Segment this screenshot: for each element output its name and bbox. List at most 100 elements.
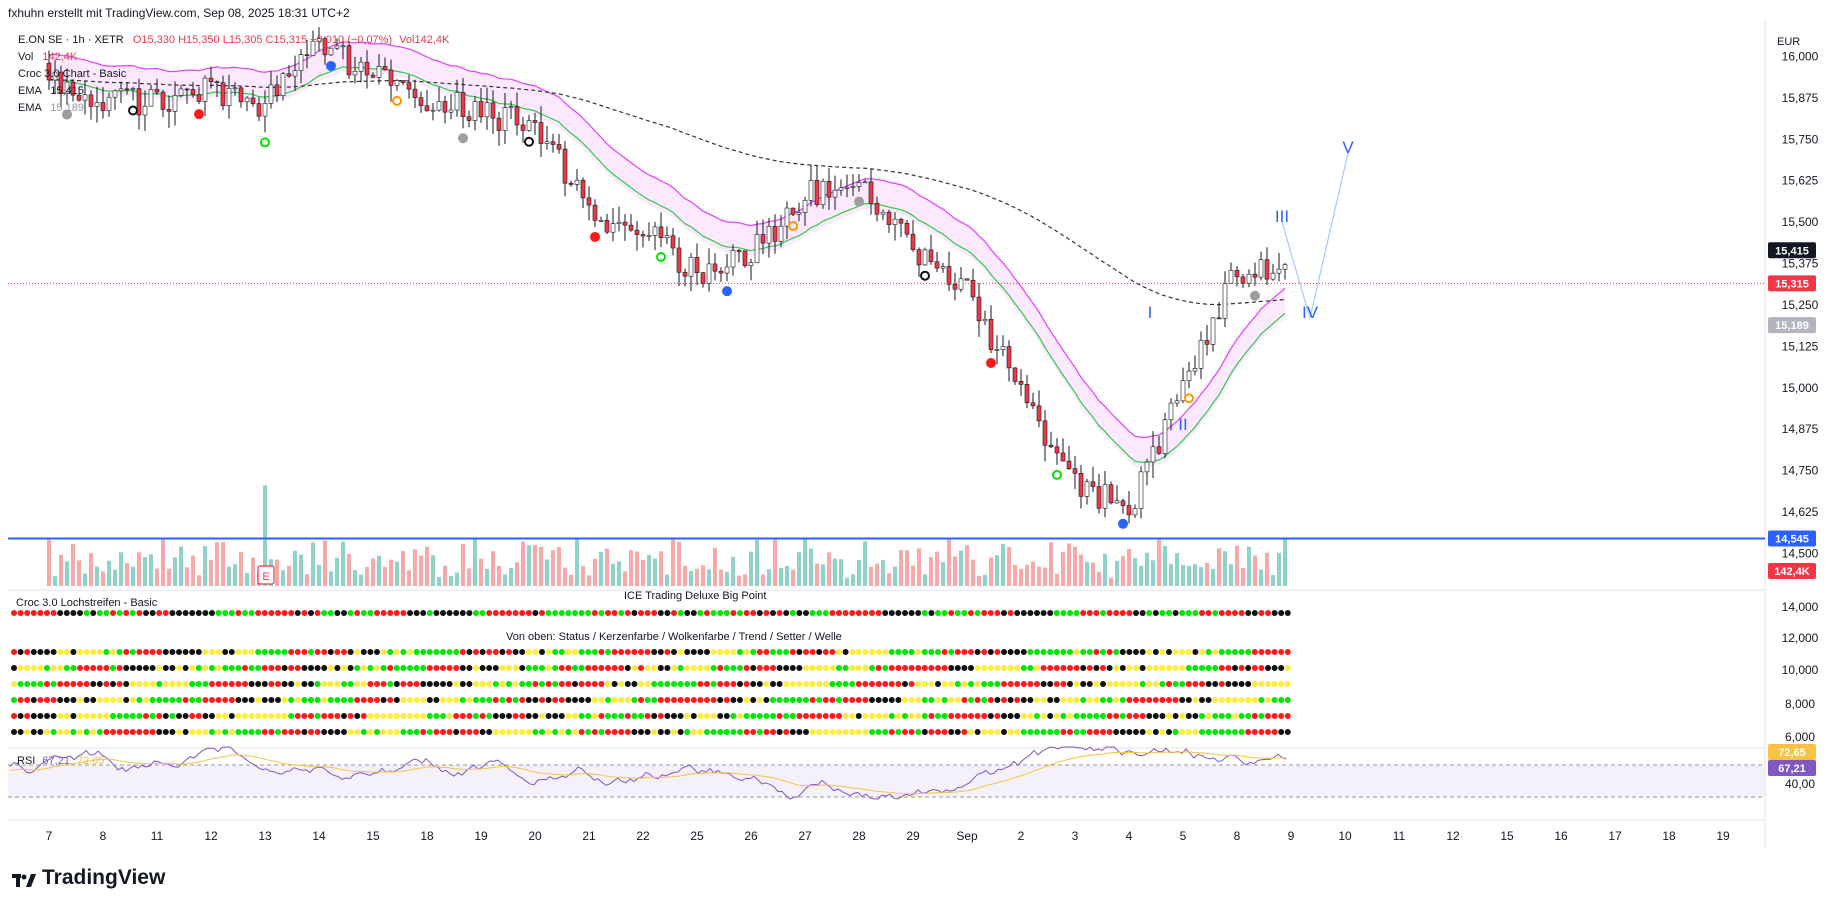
lochstreifen-dot [420,713,427,719]
lochstreifen-dot [1245,649,1252,655]
lochstreifen-dot [935,681,941,687]
von-oben-title[interactable]: Von oben: Status / Kerzenfarbe / Wolkenf… [506,631,842,643]
volume-bar [1145,552,1149,586]
candle-up [244,97,250,103]
legend-volume-row[interactable]: Vol 142,4K [18,49,77,66]
lochstreifen-dot [387,729,394,735]
lochstreifen-dot [770,681,776,687]
currency-label[interactable]: EUR [1777,36,1801,48]
lochstreifen-dot [182,713,189,719]
lochstreifen-dot [941,697,948,703]
lochstreifen-dot [288,681,295,687]
rsi-tag-text: 67,21 [1778,763,1806,775]
ema-fast-tag-text: 15,415 [1775,245,1809,257]
lochstreifen-dot [598,665,605,671]
lochstreifen-dot [1080,681,1087,687]
volume-bar [521,541,525,586]
candle-up [616,221,622,224]
lochstreifen-dot [816,681,823,687]
tradingview-logo[interactable]: TradingView [12,866,165,890]
lochstreifen-dot [129,681,136,687]
lochstreifen-dot [129,649,136,655]
lochstreifen-dot [314,665,321,671]
lochstreifen-dot [360,681,367,687]
lochstreifen-dot [532,665,539,671]
lochstreifen-dot [862,665,869,671]
bigpoint-title[interactable]: ICE Trading Deluxe Big Point [624,590,767,602]
signal-marker [1052,469,1062,480]
lochstreifen-dot [268,610,275,616]
lochstreifen-dot [836,729,842,735]
lochstreifen-dot [1199,649,1205,655]
lochstreifen-dot [354,649,361,655]
lochstreifen-dot [506,610,512,616]
lochstreifen-dot [855,610,862,616]
lochstreifen-dot [446,729,453,735]
lochstreifen-dot [195,681,202,687]
lochstreifen-dot [156,697,163,703]
lochstreifen-dot [228,665,235,671]
lochstreifen-dot [321,729,328,735]
volume-bar [635,551,639,586]
lochstreifen-dot [855,649,862,655]
lochstreifen-dot [1133,649,1139,655]
lochstreifen-dot [374,681,380,687]
lochstreifen-dot [347,649,354,655]
legend-croc-row[interactable]: Croc 3.0 Chart - Basic [18,66,126,83]
legend-symbol-row[interactable]: E.ON SE · 1h · XETR O15,330 H15,350 L15,… [18,32,449,49]
lochstreifen-dot [301,697,308,703]
lochstreifen-dot [1040,697,1047,703]
lochstreifen-dot [1172,697,1179,703]
candles [46,27,1288,524]
lochstreifen-dot [341,665,347,671]
candle-up [652,226,658,236]
lochstreifen-dot [17,681,24,687]
rsi-legend[interactable]: RSI 67,21 72,65 [17,755,105,767]
lochstreifen-dot [631,697,638,703]
lochstreifen-dot [407,665,413,671]
lochstreifen-dot [255,681,262,687]
lochstreifen-dot [70,665,77,671]
lochstreifen-dot [789,729,796,735]
lochstreifen-dot [842,697,849,703]
lochstreifen-dot [433,713,440,719]
lochstreifen-dot [195,713,202,719]
lochstreifen-dot [143,681,149,687]
lochstreifen-dot [710,697,717,703]
legend-ema2-row[interactable]: EMA 15,189 [18,100,84,117]
lochstreifen-dot [1100,681,1106,687]
lochstreifen-dot [1218,681,1225,687]
lochstreifen-title[interactable]: Croc 3.0 Lochstreifen - Basic [16,597,158,609]
candle-down [586,197,592,206]
lochstreifen-dot [1126,729,1133,735]
lochstreifen-dot [1238,649,1245,655]
lochstreifen-dot [1271,697,1278,703]
volume-bar [515,562,519,586]
legend-ema1-row[interactable]: EMA 15,415 [18,83,84,100]
lochstreifen-dot [1014,713,1021,719]
time-axis-label: 12 [1446,829,1460,843]
lochstreifen-dot [836,665,842,671]
rsi-ma-tag-bg [1768,744,1816,760]
candle-down [562,148,568,184]
lochstreifen-dot [499,649,506,655]
volume-bar [1025,564,1029,586]
lochstreifen-dot [248,681,255,687]
candle-down [490,102,496,119]
lochstreifen-dot [1225,729,1232,735]
candle-down [814,180,820,205]
wave-projection [1281,152,1349,321]
lochstreifen-dot [1053,697,1060,703]
wave-label-IV: IV [1302,303,1319,322]
lochstreifen-dot [90,681,97,687]
lochstreifen-dot [1245,681,1252,687]
lochstreifen-dot [915,713,922,719]
lochstreifen-dot [974,649,981,655]
lochstreifen-dot [519,649,526,655]
lochstreifen-dot [446,665,453,671]
lochstreifen-dot [1271,681,1278,687]
lochstreifen-dot [57,697,64,703]
lochstreifen-dot [202,665,209,671]
time-axis-label: 12 [204,829,218,843]
